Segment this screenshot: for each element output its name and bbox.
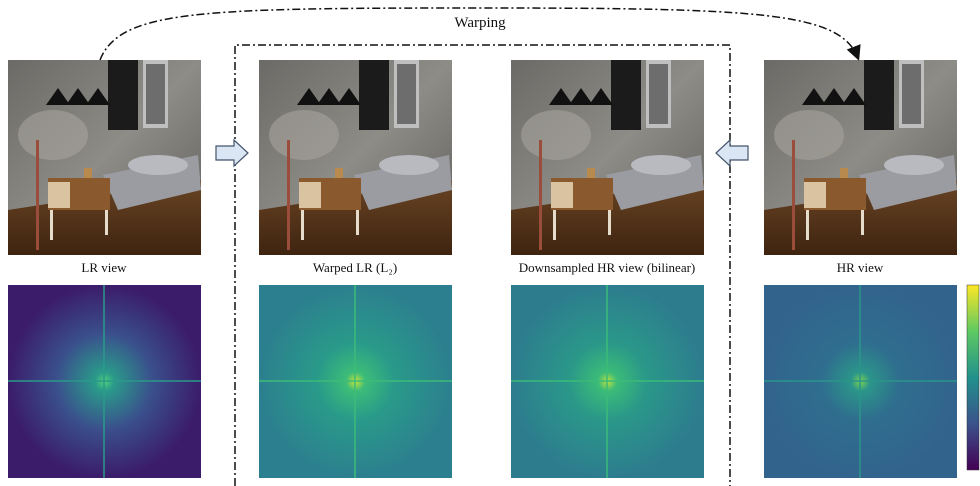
warping-label: Warping <box>454 15 506 31</box>
left-arrow <box>716 140 748 166</box>
caption: Downsampled HR view (bilinear) <box>519 260 696 275</box>
caption: Warped LR (L₂) <box>313 260 397 275</box>
downsampled-photo <box>511 60 704 255</box>
caption: HR view <box>837 260 884 275</box>
hr-photo <box>764 60 957 255</box>
figure: LR view Warped LR (L₂) Downsampled HR vi… <box>0 0 980 486</box>
right-arrow <box>216 140 248 166</box>
annotations <box>100 8 858 486</box>
colorbar <box>967 285 979 470</box>
captions: LR view Warped LR (L₂) Downsampled HR vi… <box>81 260 883 275</box>
photos <box>8 60 957 255</box>
caption: LR view <box>81 260 127 275</box>
lr-photo <box>8 60 201 255</box>
spectra <box>8 285 979 478</box>
warped-photo <box>259 60 452 255</box>
